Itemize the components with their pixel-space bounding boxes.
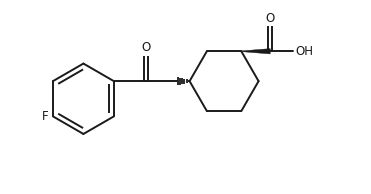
Polygon shape	[241, 49, 270, 54]
Text: O: O	[141, 41, 150, 54]
Text: O: O	[266, 11, 275, 24]
Text: OH: OH	[295, 45, 313, 58]
Text: F: F	[42, 110, 49, 123]
